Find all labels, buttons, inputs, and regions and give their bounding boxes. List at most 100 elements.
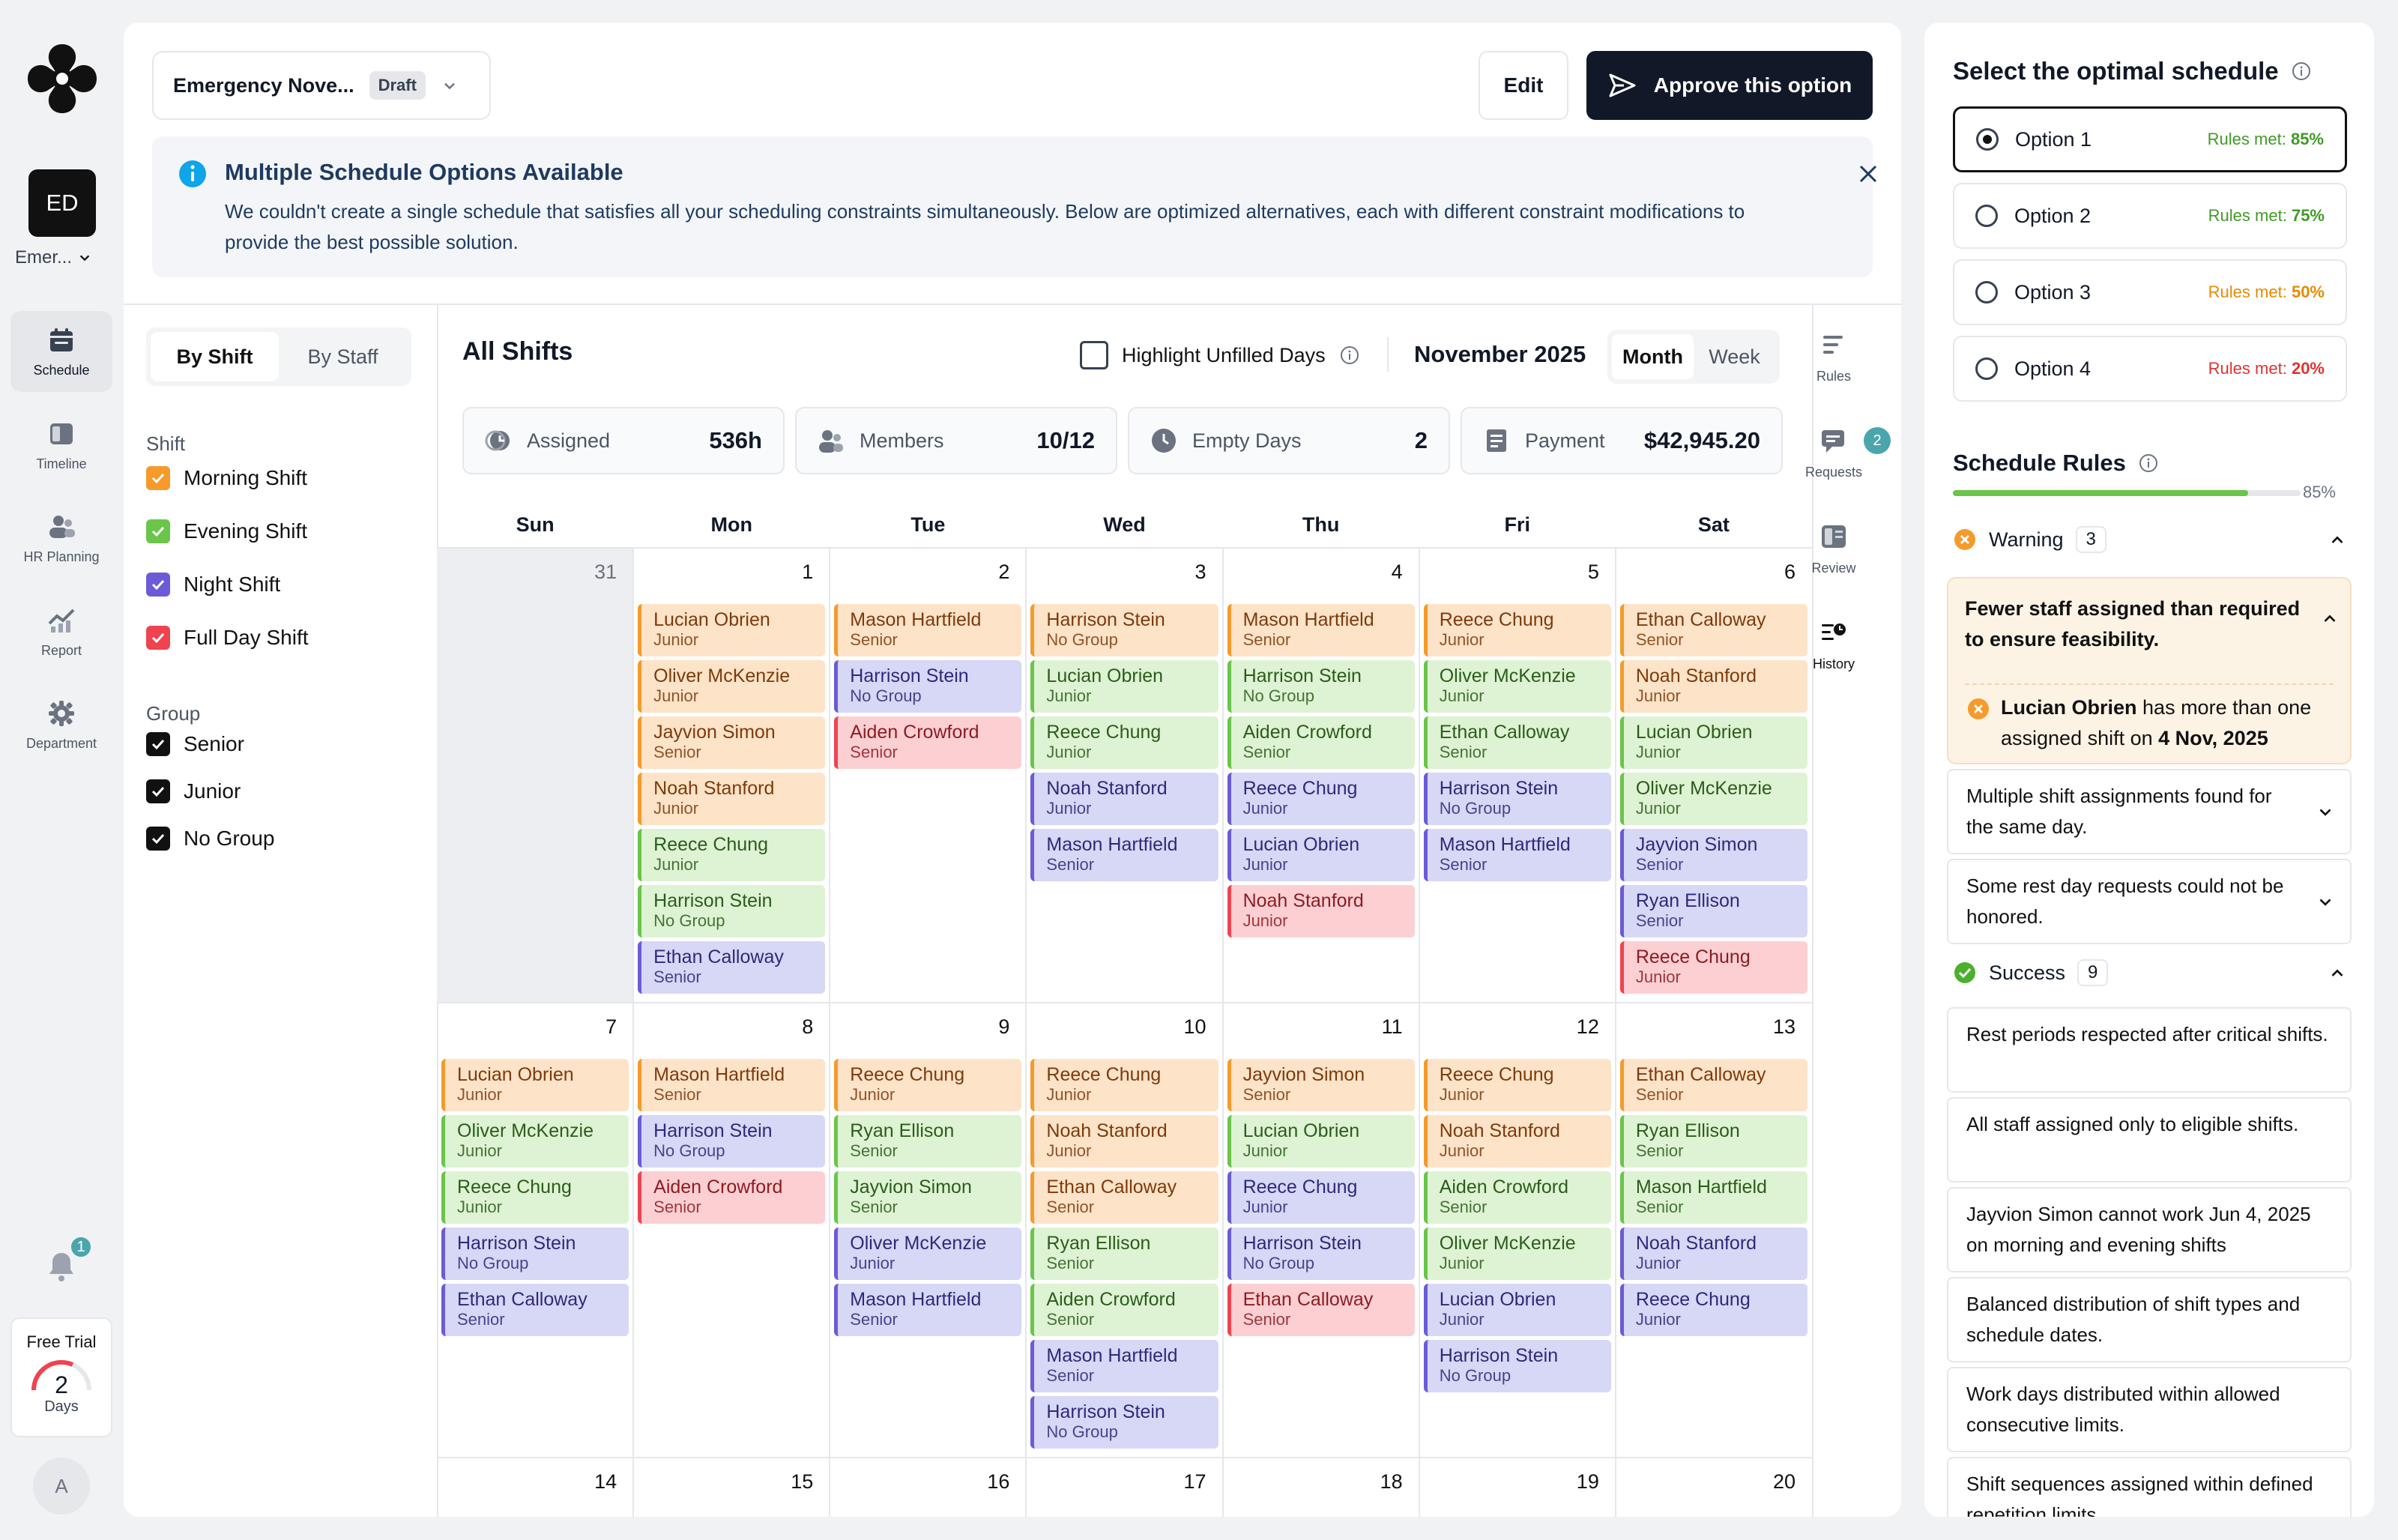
tab-month[interactable]: Month [1612,334,1694,379]
success-item[interactable]: Balanced distribution of shift types and… [1947,1277,2352,1362]
shift-card[interactable]: Mason Hartfield Senior [1619,1171,1807,1224]
shift-card[interactable]: Aiden Crowford Senior [1227,716,1415,769]
day-cell[interactable]: 15 [633,1457,830,1517]
shift-card[interactable]: Oliver McKenzie Junior [834,1228,1022,1280]
shift-filter-item[interactable]: Night Shift [146,573,280,597]
workspace-avatar[interactable]: ED [28,169,96,237]
schedule-option-4[interactable]: Option 4 Rules met: 20% [1953,336,2347,402]
shift-card[interactable]: Noah Stanford Junior [1030,773,1218,825]
day-cell[interactable]: 9 Reece Chung Junior Ryan Ellison Senior Jayv… [830,1002,1026,1457]
schedule-option-1[interactable]: Option 1 Rules met: 85% [1953,106,2347,172]
option-radio[interactable] [1975,357,1998,380]
tab-by-shift[interactable]: By Shift [151,332,279,381]
success-item[interactable]: All staff assigned only to eligible shif… [1947,1097,2352,1183]
rail-item-rules[interactable]: Rules [1789,330,1879,384]
shift-card[interactable]: Aiden Crowford Senior [1030,1284,1218,1336]
group-checkbox[interactable] [146,779,170,803]
day-cell[interactable]: 7 Lucian Obrien Junior Oliver McKenzie Junio… [437,1002,633,1457]
day-cell[interactable]: 19 [1419,1457,1616,1517]
shift-card[interactable]: Noah Stanford Junior [1030,1115,1218,1168]
shift-card[interactable]: Ethan Calloway Senior [1227,1284,1415,1336]
shift-card[interactable]: Ethan Calloway Senior [1030,1171,1218,1224]
day-cell[interactable]: 18 [1223,1457,1419,1517]
shift-card[interactable]: Mason Hartfield Senior [1227,604,1415,656]
shift-card[interactable]: Harrison Stein No Group [1423,773,1611,825]
shift-card[interactable]: Reece Chung Junior [1030,1059,1218,1111]
info-icon[interactable] [1339,345,1360,366]
group-checkbox[interactable] [146,732,170,756]
bell-icon[interactable] [45,1250,78,1283]
rail-item-requests[interactable]: Requests [1789,426,1879,480]
shift-card[interactable]: Noah Stanford Junior [1423,1115,1611,1168]
rail-item-history[interactable]: History [1789,617,1879,672]
success-item[interactable]: Work days distributed within allowed con… [1947,1367,2352,1452]
shift-card[interactable]: Lucian Obrien Junior [1423,1284,1611,1336]
schedule-selector[interactable]: Emergency Nove... Draft [152,51,491,120]
shift-card[interactable]: Reece Chung Junior [1619,941,1807,994]
shift-card[interactable]: Mason Hartfield Senior [1423,829,1611,881]
shift-card[interactable]: Jayvion Simon Senior [1619,829,1807,881]
free-trial-card[interactable]: Free Trial 2 Days [10,1317,112,1437]
shift-card[interactable]: Ethan Calloway Senior [1423,716,1611,769]
option-radio[interactable] [1975,205,1998,227]
shift-card[interactable]: Harrison Stein No Group [1227,660,1415,713]
nav-item-report[interactable]: Report [10,591,112,672]
shift-card[interactable]: Lucian Obrien Junior [1227,1115,1415,1168]
workspace-switcher[interactable]: Emer... [15,247,109,268]
shift-card[interactable]: Ethan Calloway Senior [1619,604,1807,656]
shift-checkbox[interactable] [146,466,170,490]
shift-card[interactable]: Ethan Calloway Senior [1619,1059,1807,1111]
success-item[interactable]: Rest periods respected after critical sh… [1947,1007,2352,1093]
shift-card[interactable]: Oliver McKenzie Junior [441,1115,629,1168]
shift-checkbox[interactable] [146,519,170,543]
day-cell[interactable]: 1 Lucian Obrien Junior Oliver McKenzie Junio… [633,547,830,1002]
day-cell[interactable]: 20 [1616,1457,1812,1517]
group-filter-item[interactable]: Senior [146,732,244,756]
shift-filter-item[interactable]: Morning Shift [146,466,307,490]
shift-card[interactable]: Harrison Stein No Group [441,1228,629,1280]
shift-card[interactable]: Oliver McKenzie Junior [638,660,826,713]
shift-card[interactable]: Reece Chung Junior [1423,1059,1611,1111]
day-cell[interactable]: 12 Reece Chung Junior Noah Stanford Junior Ai… [1419,1002,1616,1457]
nav-item-department[interactable]: Department [10,684,112,765]
day-cell[interactable]: 4 Mason Hartfield Senior Harrison Stein No G… [1223,547,1419,1002]
shift-card[interactable]: Reece Chung Junior [1423,604,1611,656]
user-avatar[interactable]: A [33,1458,90,1515]
shift-card[interactable]: Mason Hartfield Senior [834,1284,1022,1336]
schedule-option-3[interactable]: Option 3 Rules met: 50% [1953,259,2347,325]
highlight-unfilled-toggle[interactable]: Highlight Unfilled Days [1080,341,1360,369]
shift-card[interactable]: Reece Chung Junior [638,829,826,881]
shift-card[interactable]: Mason Hartfield Senior [1030,1340,1218,1392]
day-cell[interactable]: 11 Jayvion Simon Senior Lucian Obrien Junior… [1223,1002,1419,1457]
shift-card[interactable]: Ryan Ellison Senior [834,1115,1022,1168]
approve-button[interactable]: Approve this option [1586,51,1873,120]
shift-card[interactable]: Lucian Obrien Junior [638,604,826,656]
tab-by-staff[interactable]: By Staff [307,345,378,368]
warning-item[interactable]: Some rest day requests could not be hono… [1947,859,2352,944]
shift-card[interactable]: Ryan Ellison Senior [1030,1228,1218,1280]
shift-checkbox[interactable] [146,626,170,650]
rail-item-review[interactable]: Review [1789,522,1879,576]
warning-section-header[interactable]: Warning 3 [1953,526,2347,553]
shift-card[interactable]: Reece Chung Junior [834,1059,1022,1111]
day-cell[interactable]: 13 Ethan Calloway Senior Ryan Ellison Senior… [1616,1002,1812,1457]
shift-filter-item[interactable]: Evening Shift [146,519,307,543]
schedule-option-2[interactable]: Option 2 Rules met: 75% [1953,183,2347,249]
day-cell[interactable]: 31 [437,547,634,1002]
shift-card[interactable]: Mason Hartfield Senior [638,1059,826,1111]
shift-card[interactable]: Ryan Ellison Senior [1619,885,1807,937]
highlight-checkbox[interactable] [1080,341,1108,369]
nav-item-hr-planning[interactable]: HR Planning [10,498,112,579]
shift-card[interactable]: Reece Chung Junior [441,1171,629,1224]
shift-card[interactable]: Reece Chung Junior [1227,773,1415,825]
shift-card[interactable]: Ethan Calloway Senior [638,941,826,994]
day-cell[interactable]: 5 Reece Chung Junior Oliver McKenzie Junior E… [1419,547,1616,1002]
day-cell[interactable]: 8 Mason Hartfield Senior Harrison Stein No G… [633,1002,830,1457]
shift-card[interactable]: Harrison Stein No Group [1030,1396,1218,1449]
shift-card[interactable]: Oliver McKenzie Junior [1423,1228,1611,1280]
nav-item-timeline[interactable]: Timeline [10,405,112,486]
info-icon[interactable] [2138,453,2159,474]
success-item[interactable]: Jayvion Simon cannot work Jun 4, 2025 on… [1947,1187,2352,1272]
day-cell[interactable]: 6 Ethan Calloway Senior Noah Stanford Junior… [1616,547,1812,1002]
app-logo[interactable] [25,41,100,116]
